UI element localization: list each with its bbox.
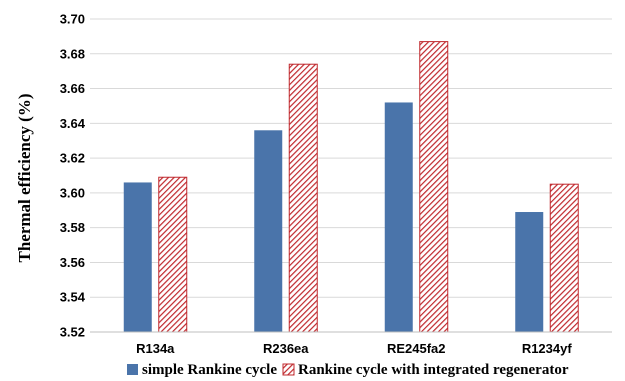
- y-axis-ticks: 3.52 3.54 3.56 3.58 3.60 3.62 3.64 3.66 3.68 3.70: [60, 12, 86, 340]
- y-tick-label: 3.52: [60, 325, 85, 340]
- x-axis: R134a R236ea RE245fa2 R1234yf: [90, 331, 612, 356]
- x-category-label: RE245fa2: [387, 341, 446, 356]
- legend-label: simple Rankine cycle: [142, 362, 277, 378]
- bar-regenerator-re245fa2: [419, 41, 449, 333]
- legend-swatch: [127, 364, 138, 375]
- bar-simple-r134a: [123, 182, 152, 332]
- y-tick-label: 3.66: [60, 81, 85, 96]
- y-tick-label: 3.54: [60, 290, 86, 305]
- y-tick-label: 3.60: [60, 185, 85, 200]
- bar-regenerator-r1234yf: [549, 183, 579, 333]
- y-tick-label: 3.64: [60, 116, 86, 131]
- bar-simple-r1234yf: [515, 212, 544, 332]
- bar-regenerator-r236ea: [288, 63, 318, 333]
- bars: [123, 41, 579, 333]
- y-tick-label: 3.56: [60, 255, 85, 270]
- bar-simple-r236ea: [254, 130, 283, 332]
- bar-regenerator-r134a: [158, 176, 188, 333]
- y-tick-label: 3.70: [60, 12, 85, 27]
- y-tick-label: 3.68: [60, 46, 85, 61]
- x-category-label: R1234yf: [522, 341, 573, 356]
- y-axis-label: Thermal efficiency (%): [15, 94, 34, 263]
- x-category-label: R134a: [136, 341, 175, 356]
- legend-label: Rankine cycle with integrated regenerato…: [298, 362, 569, 378]
- x-category-label: R236ea: [263, 341, 309, 356]
- legend: simple Rankine cycle Rankine cycle with i…: [127, 362, 569, 378]
- y-tick-label: 3.58: [60, 220, 85, 235]
- y-tick-label: 3.62: [60, 151, 85, 166]
- legend-swatch: [282, 363, 295, 376]
- bar-simple-re245fa2: [384, 102, 413, 332]
